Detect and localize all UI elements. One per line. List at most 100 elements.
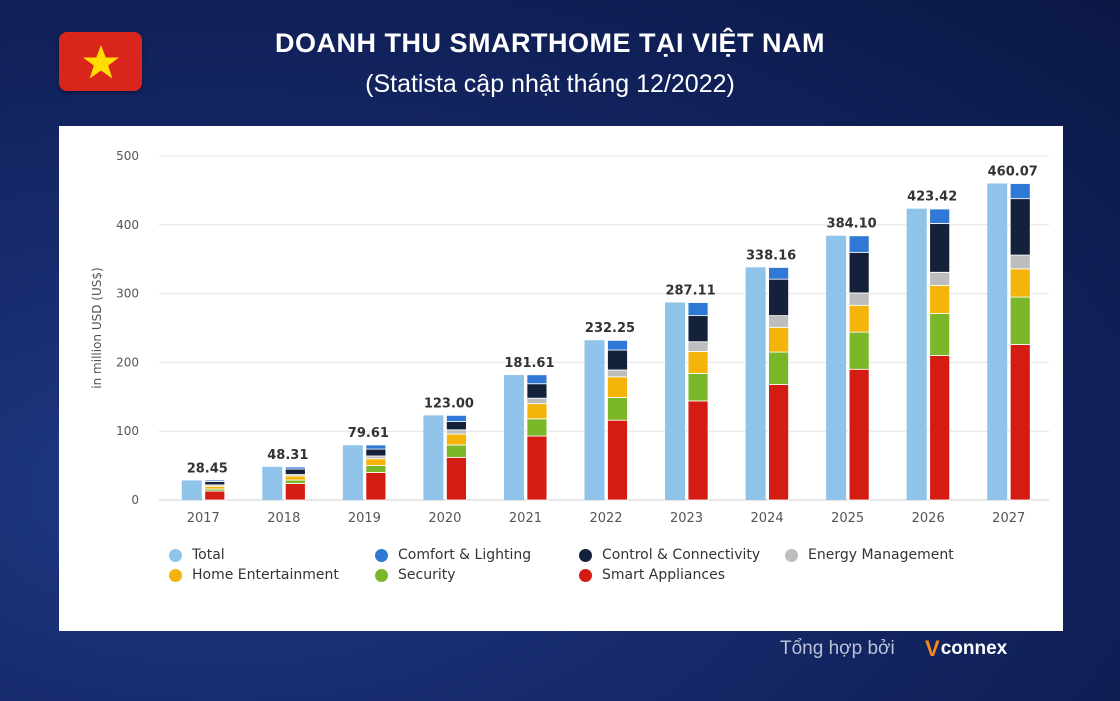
- data-label: 232.25: [585, 321, 635, 336]
- legend-swatch: [375, 568, 388, 582]
- bar-segment-security: [768, 351, 789, 385]
- bar-segment-security: [446, 444, 467, 458]
- legend-item-total[interactable]: Total: [169, 547, 225, 563]
- vietnam-flag-icon: [59, 32, 142, 91]
- bar-segment-appliances: [929, 355, 951, 501]
- bar-segment-energy: [1009, 254, 1031, 270]
- bar-total: [503, 375, 524, 500]
- bar-segment-security: [526, 418, 548, 437]
- bar-segment-security: [929, 313, 951, 356]
- bar-segment-comfort: [365, 444, 387, 450]
- bar-segment-home: [204, 485, 226, 490]
- legend-item-security[interactable]: Security: [375, 567, 456, 583]
- bar-segment-security: [607, 397, 628, 421]
- bar-segment-appliances: [365, 472, 387, 501]
- bar-segment-security: [1009, 296, 1031, 345]
- bar-segment-appliances: [284, 483, 306, 501]
- data-label: 123.00: [424, 396, 474, 411]
- logo-mark: V: [925, 636, 940, 661]
- legend-label: Comfort & Lighting: [398, 547, 532, 563]
- bar-segment-security: [365, 465, 387, 473]
- bar-segment-comfort: [929, 208, 951, 224]
- legend-swatch: [785, 548, 798, 562]
- legend-swatch: [169, 548, 182, 562]
- bar-segment-control: [607, 349, 628, 371]
- legend-label: Total: [192, 547, 225, 563]
- data-label: 48.31: [267, 448, 308, 463]
- legend-item-comfort[interactable]: Comfort & Lighting: [375, 547, 531, 563]
- bar-segment-home: [526, 403, 548, 420]
- legend-swatch: [579, 548, 592, 562]
- data-label: 460.07: [988, 164, 1038, 179]
- bar-segment-control: [526, 383, 548, 399]
- bar-segment-energy: [929, 271, 951, 286]
- bar-segment-home: [768, 326, 789, 353]
- legend-item-energy[interactable]: Energy Management: [785, 547, 954, 563]
- bar-segment-appliances: [204, 490, 226, 501]
- legend-item-home[interactable]: Home Entertainment: [169, 567, 339, 583]
- y-tick-label: 300: [116, 287, 139, 301]
- bar-segment-comfort: [284, 466, 306, 470]
- bar-segment-control: [204, 481, 226, 486]
- legend-item-appliances[interactable]: Smart Appliances: [579, 567, 725, 583]
- bar-segment-control: [446, 421, 467, 431]
- chart-legend: Total Comfort & Lighting Control & Connect…: [169, 547, 1049, 597]
- bar-segment-comfort: [687, 302, 709, 317]
- data-label: 28.45: [187, 461, 228, 476]
- bar-segment-home: [687, 350, 709, 374]
- bar-segment-home: [929, 284, 951, 314]
- bar-segment-control: [768, 278, 789, 317]
- legend-label: Home Entertainment: [192, 567, 339, 583]
- data-label: 181.61: [504, 356, 554, 371]
- bar-segment-security: [687, 373, 709, 402]
- bar-total: [584, 340, 605, 500]
- x-tick-label: 2026: [912, 511, 945, 526]
- y-tick-label: 200: [116, 355, 139, 369]
- bar-segment-control: [1009, 198, 1031, 256]
- bar-segment-home: [1009, 268, 1031, 298]
- bar-segment-comfort: [526, 374, 548, 385]
- connex-logo: V connex: [925, 636, 1007, 662]
- x-tick-label: 2019: [348, 511, 381, 526]
- legend-item-control[interactable]: Control & Connectivity: [579, 547, 760, 563]
- legend-swatch: [579, 568, 592, 582]
- bar-segment-energy: [607, 369, 628, 378]
- bar-total: [665, 302, 686, 500]
- legend-label: Smart Appliances: [602, 567, 725, 583]
- bar-total: [906, 208, 927, 500]
- y-tick-label: 0: [131, 493, 139, 507]
- bar-segment-energy: [446, 429, 467, 435]
- y-tick-label: 400: [116, 218, 139, 232]
- page-subtitle: (Statista cập nhật tháng 12/2022): [365, 70, 735, 98]
- bar-segment-security: [848, 331, 870, 370]
- bar-total: [987, 183, 1008, 500]
- bar-segment-control: [284, 468, 306, 475]
- legend-label: Control & Connectivity: [602, 547, 761, 563]
- bar-segment-appliances: [768, 384, 789, 501]
- bar-segment-appliances: [848, 368, 870, 501]
- bar-segment-control: [687, 315, 709, 343]
- y-tick-label: 500: [116, 149, 139, 163]
- bar-segment-comfort: [848, 235, 870, 253]
- bar-total: [342, 445, 363, 500]
- chart-card: 0 100 200 300 400 500 in million USD (US$) 28.4…: [59, 126, 1063, 631]
- bar-total: [423, 415, 444, 500]
- bar-segment-control: [848, 251, 870, 294]
- legend-label: Energy Management: [808, 547, 954, 563]
- x-tick-label: 2025: [831, 511, 864, 526]
- data-label: 287.11: [665, 283, 715, 298]
- bar-segment-comfort: [446, 414, 467, 422]
- bar-segment-comfort: [204, 479, 226, 482]
- bar-segment-energy: [848, 292, 870, 306]
- bar-segment-security: [284, 479, 306, 484]
- x-tick-label: 2020: [428, 511, 461, 526]
- bar-chart: 0 100 200 300 400 500 in million USD (US$) 28.4…: [90, 149, 1049, 526]
- bar-total: [745, 267, 766, 500]
- x-tick-label: 2021: [509, 511, 542, 526]
- bar-segment-comfort: [768, 267, 789, 280]
- bar-segment-home: [284, 475, 306, 481]
- x-tick-label: 2024: [751, 511, 784, 526]
- bar-segment-energy: [365, 455, 387, 460]
- y-axis-label: in million USD (US$): [90, 267, 104, 388]
- legend-swatch: [375, 548, 388, 562]
